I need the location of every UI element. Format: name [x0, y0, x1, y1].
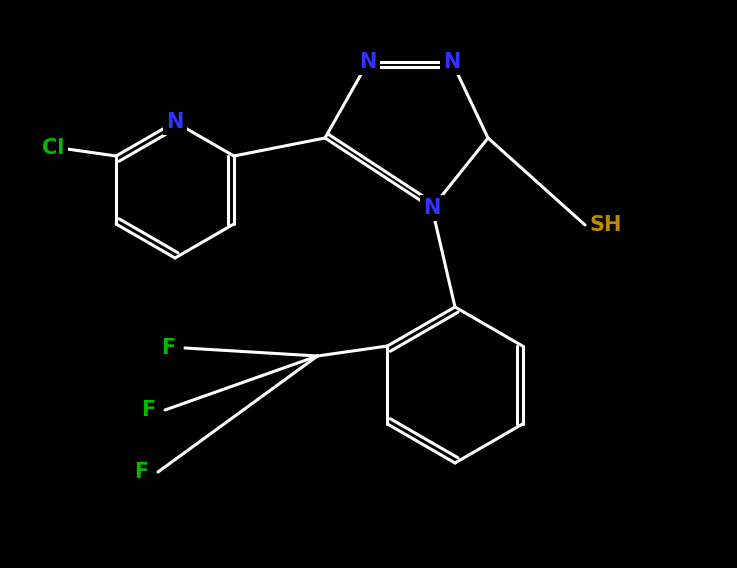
Text: N: N: [167, 112, 184, 132]
Text: SH: SH: [590, 215, 622, 235]
Text: F: F: [133, 462, 148, 482]
Text: N: N: [444, 52, 461, 72]
Text: N: N: [360, 52, 377, 72]
Text: F: F: [141, 400, 155, 420]
Text: Cl: Cl: [42, 138, 64, 158]
Text: N: N: [423, 198, 441, 218]
Text: F: F: [161, 338, 175, 358]
